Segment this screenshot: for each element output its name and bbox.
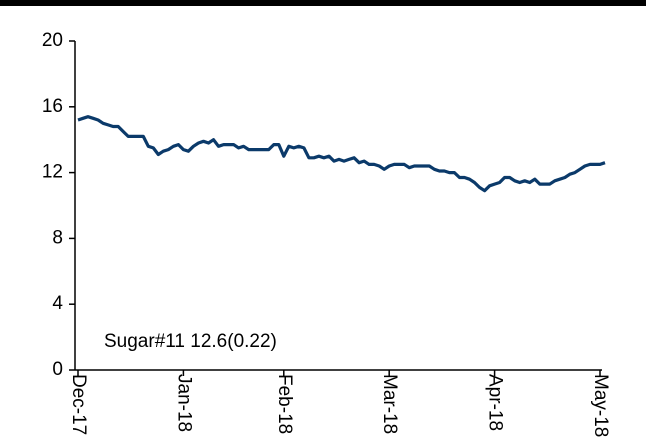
y-tick-label: 12: [42, 162, 63, 183]
line: [77, 115, 606, 193]
y-tick-label: 20: [42, 30, 63, 51]
x-tick-label: Dec-17: [68, 374, 89, 435]
x-tick-label: Mar-18: [379, 374, 400, 434]
x-tick-label: Jan-18: [173, 374, 194, 432]
x-tick-label: Feb-18: [274, 374, 295, 434]
x-tick-label: Apr-18: [485, 374, 506, 431]
y-tick-label: 4: [52, 293, 63, 314]
y-tick-label: 16: [42, 96, 63, 117]
x-tick-label: May-18: [590, 374, 611, 437]
y-tick-label: 8: [52, 227, 63, 248]
annotation: Sugar#11 12.6(0.22): [104, 331, 277, 352]
y-tick-label: 0: [52, 359, 63, 380]
top-bar: [0, 0, 646, 6]
